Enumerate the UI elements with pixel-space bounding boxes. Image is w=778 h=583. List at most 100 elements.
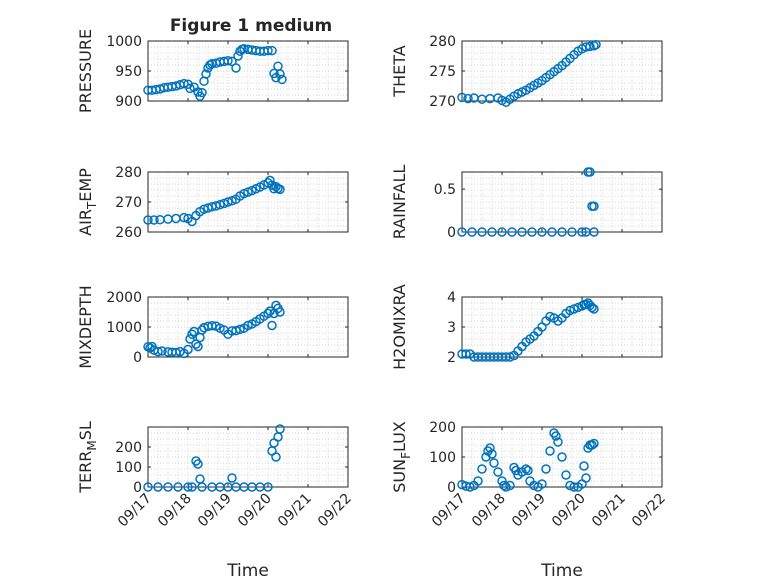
data-point bbox=[187, 329, 197, 339]
data-point bbox=[589, 201, 599, 212]
y-axis-label-text: TERRMSL bbox=[76, 421, 99, 494]
data-point bbox=[537, 479, 547, 489]
subplot-air-temp: 260 270 280 AIRTEMP bbox=[76, 165, 349, 241]
data-point bbox=[265, 175, 275, 186]
data-point bbox=[579, 461, 589, 471]
data-point bbox=[193, 459, 203, 469]
data-point bbox=[581, 473, 591, 483]
data-point bbox=[493, 467, 503, 477]
x-tick-label: 09/18 bbox=[155, 491, 195, 531]
data-point bbox=[553, 437, 563, 447]
y-tick-label: 1000 bbox=[106, 320, 142, 336]
axes-frame bbox=[461, 171, 663, 233]
data-point bbox=[263, 45, 273, 56]
x-tick-label: 09/19 bbox=[195, 491, 235, 531]
data-point bbox=[179, 78, 189, 89]
data-point bbox=[233, 51, 243, 61]
subplot-terr-msl: 0 100 200 TERRMSL 09/17 09/18 09/19 09/20 09/21 0… bbox=[76, 421, 355, 581]
data-point bbox=[587, 302, 597, 313]
x-tick-label: 09/18 bbox=[469, 491, 509, 531]
y-axis-label: TERRMSL bbox=[76, 421, 99, 494]
y-tick-label: 2000 bbox=[106, 290, 142, 306]
y-tick-label: 280 bbox=[115, 165, 142, 181]
y-tick-label: 275 bbox=[429, 64, 456, 80]
data-point bbox=[215, 199, 225, 210]
data-point bbox=[277, 74, 287, 85]
y-tick-label: 100 bbox=[429, 450, 456, 466]
x-tick-label: 09/17 bbox=[115, 491, 155, 531]
data-point bbox=[275, 184, 285, 195]
data-point bbox=[267, 45, 277, 56]
axes-frame bbox=[147, 296, 349, 358]
data-point bbox=[477, 227, 487, 237]
data-point bbox=[267, 320, 277, 331]
data-point bbox=[263, 308, 273, 319]
y-tick-label: 900 bbox=[115, 94, 142, 110]
y-tick-label: 100 bbox=[115, 460, 142, 476]
data-point bbox=[505, 480, 515, 491]
data-point bbox=[507, 227, 517, 237]
data-point bbox=[497, 227, 507, 237]
data-point bbox=[201, 69, 211, 79]
y-tick-label: 0 bbox=[447, 480, 456, 496]
data-point bbox=[547, 227, 557, 237]
data-point bbox=[517, 227, 527, 237]
data-point bbox=[561, 470, 571, 480]
y-axis-label: AIRTEMP bbox=[76, 168, 99, 236]
data-point bbox=[235, 324, 245, 335]
y-tick-label: 200 bbox=[429, 420, 456, 436]
data-point bbox=[461, 349, 471, 359]
data-point bbox=[557, 452, 567, 462]
y-axis-label-text: THETA bbox=[390, 45, 409, 97]
y-tick-label: 4 bbox=[447, 290, 456, 306]
x-tick-label: 09/19 bbox=[509, 491, 549, 531]
data-point bbox=[191, 339, 201, 349]
data-point bbox=[197, 482, 207, 492]
axes-frame bbox=[461, 40, 663, 102]
data-point bbox=[185, 334, 195, 344]
axes-frame bbox=[461, 296, 663, 358]
data-point bbox=[557, 227, 567, 237]
data-point bbox=[227, 473, 237, 483]
data-point bbox=[183, 482, 193, 492]
data-point bbox=[591, 39, 601, 50]
data-point bbox=[275, 307, 285, 317]
data-point bbox=[569, 482, 579, 492]
x-tick-label: 09/21 bbox=[589, 491, 629, 531]
data-point bbox=[489, 458, 499, 468]
y-axis-label-text: MIXDEPTH bbox=[76, 285, 95, 368]
y-axis-label: THETA bbox=[390, 45, 409, 97]
data-point bbox=[143, 482, 153, 492]
data-point bbox=[527, 227, 537, 237]
data-point bbox=[477, 464, 487, 474]
data-point bbox=[511, 465, 521, 476]
x-tick-label: 09/22 bbox=[315, 491, 355, 531]
data-point bbox=[223, 56, 233, 66]
subplot-sun-flux: 0 100 200 SUNFLUX 09/17 09/18 09/19 09/20 09/21 0… bbox=[390, 420, 669, 581]
data-point bbox=[149, 215, 159, 225]
data-point bbox=[173, 482, 183, 492]
y-tick-label: 260 bbox=[115, 225, 142, 241]
data-point bbox=[457, 92, 467, 103]
y-axis-label-text: AIRTEMP bbox=[76, 168, 99, 236]
axes-frame bbox=[147, 171, 349, 233]
data-point bbox=[223, 197, 233, 207]
data-point bbox=[485, 443, 495, 453]
y-tick-label: 0 bbox=[447, 225, 456, 241]
data-point bbox=[275, 69, 285, 79]
y-tick-label: 0 bbox=[133, 480, 142, 496]
subplot-pressure: 900 950 1000 PRESSURE bbox=[76, 29, 349, 113]
x-tick-label: 09/20 bbox=[235, 491, 275, 531]
data-point bbox=[467, 227, 477, 237]
data-point bbox=[275, 424, 285, 434]
y-axis-label-text: H2OMIXRA bbox=[390, 284, 409, 370]
data-point bbox=[187, 482, 197, 492]
x-axis-title: Time bbox=[540, 561, 583, 581]
data-point bbox=[589, 438, 599, 449]
y-axis-label: PRESSURE bbox=[76, 29, 95, 113]
data-point bbox=[487, 227, 497, 237]
y-tick-label: 1000 bbox=[106, 34, 142, 50]
data-point bbox=[463, 93, 473, 104]
data-point bbox=[585, 41, 595, 52]
